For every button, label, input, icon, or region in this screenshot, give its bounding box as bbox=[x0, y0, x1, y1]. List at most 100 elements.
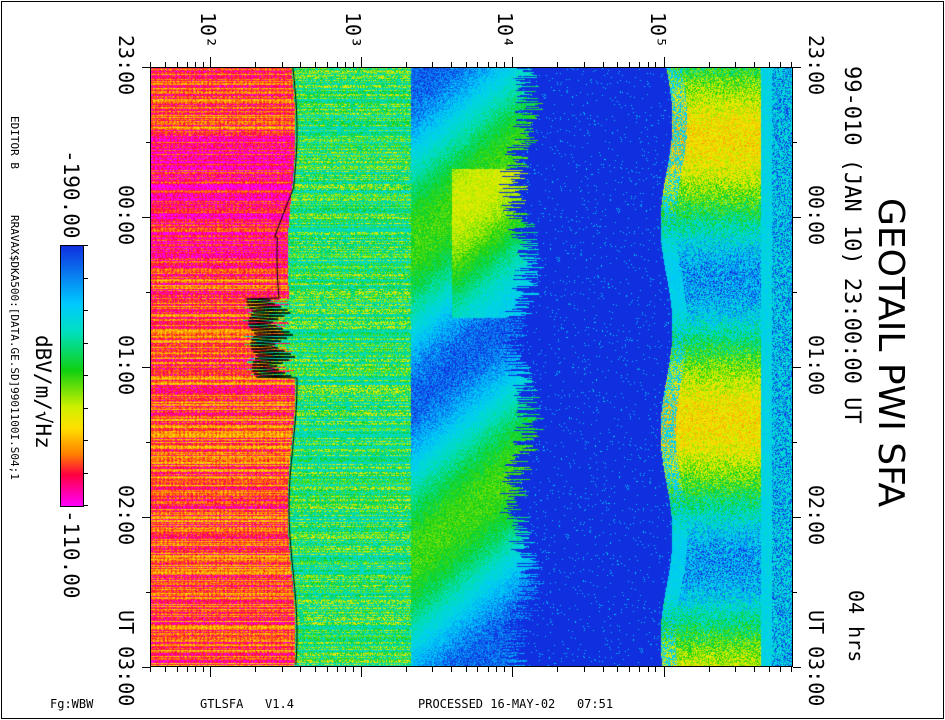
axis-tick bbox=[314, 667, 316, 672]
time-tick-label-right: 02:00 bbox=[804, 485, 828, 546]
axis-tick bbox=[83, 375, 88, 376]
axis-tick bbox=[793, 667, 797, 668]
axis-tick bbox=[360, 57, 362, 67]
axis-tick bbox=[602, 62, 604, 67]
footer-program: GTLSFA V1.4 bbox=[200, 697, 294, 711]
axis-tick bbox=[176, 667, 178, 672]
plot-title: GEOTAIL PWI SFA bbox=[870, 198, 911, 508]
time-tick-label-left: 02:00 bbox=[114, 485, 138, 546]
axis-tick bbox=[496, 667, 498, 672]
freq-tick-label: 10² bbox=[196, 12, 220, 49]
footer-processed: PROCESSED 16-MAY-02 07:51 bbox=[418, 697, 614, 711]
axis-tick bbox=[583, 62, 585, 67]
axis-tick bbox=[326, 667, 328, 672]
axis-tick bbox=[195, 667, 197, 672]
axis-tick bbox=[281, 667, 283, 672]
axis-tick bbox=[83, 440, 88, 441]
axis-tick bbox=[487, 667, 489, 672]
axis-tick bbox=[628, 667, 630, 672]
axis-tick bbox=[83, 310, 88, 311]
editor-label: EDITOR B bbox=[8, 116, 21, 169]
axis-tick bbox=[583, 667, 585, 672]
axis-tick bbox=[639, 667, 640, 672]
axis-tick bbox=[663, 57, 665, 67]
duration-label: 04 hrs bbox=[844, 590, 868, 663]
source-file-label: RRAVAX$DKA500:[DATA.GE.SD]9901100I.S04;1 bbox=[8, 215, 21, 480]
time-tick-label-right: 01:00 bbox=[804, 335, 828, 396]
axis-tick bbox=[83, 407, 88, 409]
colorbar bbox=[60, 245, 84, 507]
axis-tick bbox=[300, 667, 302, 672]
axis-tick bbox=[503, 62, 505, 67]
axis-tick bbox=[83, 277, 88, 279]
axis-tick bbox=[186, 667, 188, 672]
axis-tick bbox=[336, 667, 338, 672]
time-tick-label-left: 01:00 bbox=[114, 335, 138, 396]
axis-tick bbox=[465, 62, 467, 67]
axis-tick bbox=[146, 667, 150, 668]
freq-tick-label: 10⁵ bbox=[646, 12, 670, 49]
time-tick-label-left: 23:00 bbox=[114, 35, 138, 96]
freq-tick-label: 10³ bbox=[341, 12, 365, 49]
axis-tick bbox=[83, 245, 88, 246]
axis-tick bbox=[353, 62, 355, 67]
axis-tick bbox=[735, 62, 737, 67]
axis-tick bbox=[210, 667, 211, 677]
axis-tick bbox=[164, 667, 166, 672]
axis-tick bbox=[300, 62, 302, 67]
axis-tick bbox=[639, 62, 640, 67]
colorbar-max-label: -110.00 bbox=[59, 510, 83, 599]
axis-tick bbox=[793, 217, 797, 218]
spectrogram-plot bbox=[150, 67, 793, 667]
axis-tick bbox=[512, 667, 514, 677]
axis-tick bbox=[647, 62, 649, 67]
axis-tick bbox=[150, 62, 152, 67]
axis-tick bbox=[345, 62, 347, 67]
axis-tick bbox=[203, 667, 205, 672]
axis-tick bbox=[790, 62, 792, 67]
axis-tick bbox=[647, 667, 649, 672]
axis-tick bbox=[146, 217, 150, 218]
axis-tick bbox=[465, 667, 467, 672]
axis-tick bbox=[146, 442, 150, 443]
axis-tick bbox=[780, 62, 782, 67]
axis-tick bbox=[255, 667, 257, 672]
axis-tick bbox=[708, 62, 710, 67]
axis-tick bbox=[663, 667, 665, 677]
axis-tick bbox=[195, 62, 197, 67]
plot-subtitle: 99-010 (JAN 10) 23:00:00 UT bbox=[839, 66, 864, 424]
axis-tick bbox=[557, 62, 559, 67]
axis-tick bbox=[83, 505, 88, 506]
axis-tick bbox=[210, 57, 211, 67]
axis-tick bbox=[754, 667, 756, 672]
axis-tick bbox=[353, 667, 355, 672]
axis-tick bbox=[360, 667, 362, 677]
axis-tick bbox=[496, 62, 498, 67]
axis-tick bbox=[793, 67, 801, 68]
spectrogram-image bbox=[151, 68, 792, 666]
axis-tick bbox=[176, 62, 178, 67]
axis-tick bbox=[186, 62, 188, 67]
axis-tick bbox=[503, 667, 505, 672]
axis-tick bbox=[146, 67, 150, 68]
axis-tick bbox=[255, 62, 257, 67]
axis-tick bbox=[164, 62, 166, 67]
axis-tick bbox=[326, 62, 328, 67]
axis-tick bbox=[405, 62, 407, 67]
axis-tick bbox=[793, 142, 797, 143]
time-tick-label-right: 23:00 bbox=[804, 35, 828, 96]
axis-tick bbox=[793, 517, 801, 518]
axis-tick bbox=[793, 217, 801, 218]
axis-tick bbox=[336, 62, 338, 67]
time-tick-label-right: UT 03:00 bbox=[804, 610, 828, 707]
colorbar-unit-label: dBV/m/√Hz bbox=[31, 335, 55, 449]
axis-tick bbox=[617, 667, 619, 672]
axis-tick bbox=[655, 62, 657, 67]
axis-tick bbox=[345, 667, 347, 672]
axis-tick bbox=[793, 292, 797, 293]
axis-tick bbox=[432, 62, 434, 67]
time-tick-label-left: 00:00 bbox=[114, 185, 138, 246]
axis-tick bbox=[768, 62, 770, 67]
axis-tick bbox=[477, 62, 479, 67]
